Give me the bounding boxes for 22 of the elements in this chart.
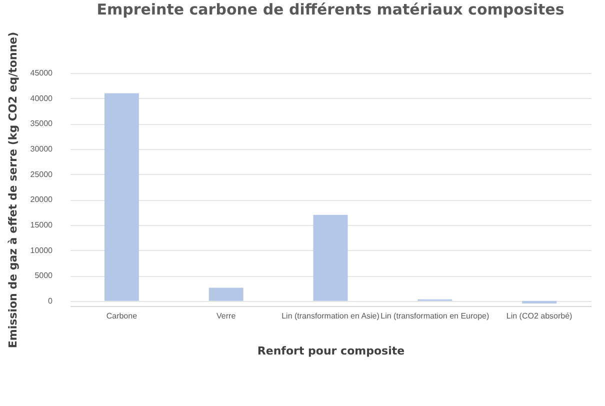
bar xyxy=(208,288,244,301)
y-tick-label: 15000 xyxy=(30,220,54,230)
x-tick-label: Verre xyxy=(216,312,236,320)
bar xyxy=(104,93,139,301)
y-tick-label: 40000 xyxy=(30,94,54,103)
y-tick-label: 20000 xyxy=(30,195,54,204)
x-tick-label: Carbone xyxy=(106,312,138,320)
y-tick-label: 45000 xyxy=(30,68,54,78)
bar xyxy=(313,214,348,301)
x-tick-label: Lin (transformation en Asie) xyxy=(282,312,380,320)
y-tick-label: 10000 xyxy=(30,246,54,255)
x-axis-title: Renfort pour composite xyxy=(257,344,405,358)
bar xyxy=(522,300,557,304)
y-tick-label: 25000 xyxy=(30,170,54,179)
x-tick-label: Lin (CO2 absorbé) xyxy=(506,312,573,320)
y-tick-label: 0 xyxy=(48,296,54,306)
x-tick-label: Lin (transformation en Europe) xyxy=(380,312,490,320)
chart-title: Empreinte carbone de différents matériaux composites xyxy=(96,0,564,18)
y-tick-label: 35000 xyxy=(30,119,54,128)
y-tick-label: 30000 xyxy=(30,144,54,154)
y-axis-title: Emission de gaz à effet de serre (kg CO2 eq/tonne) xyxy=(6,32,20,348)
y-tick-label: 5000 xyxy=(34,271,54,280)
